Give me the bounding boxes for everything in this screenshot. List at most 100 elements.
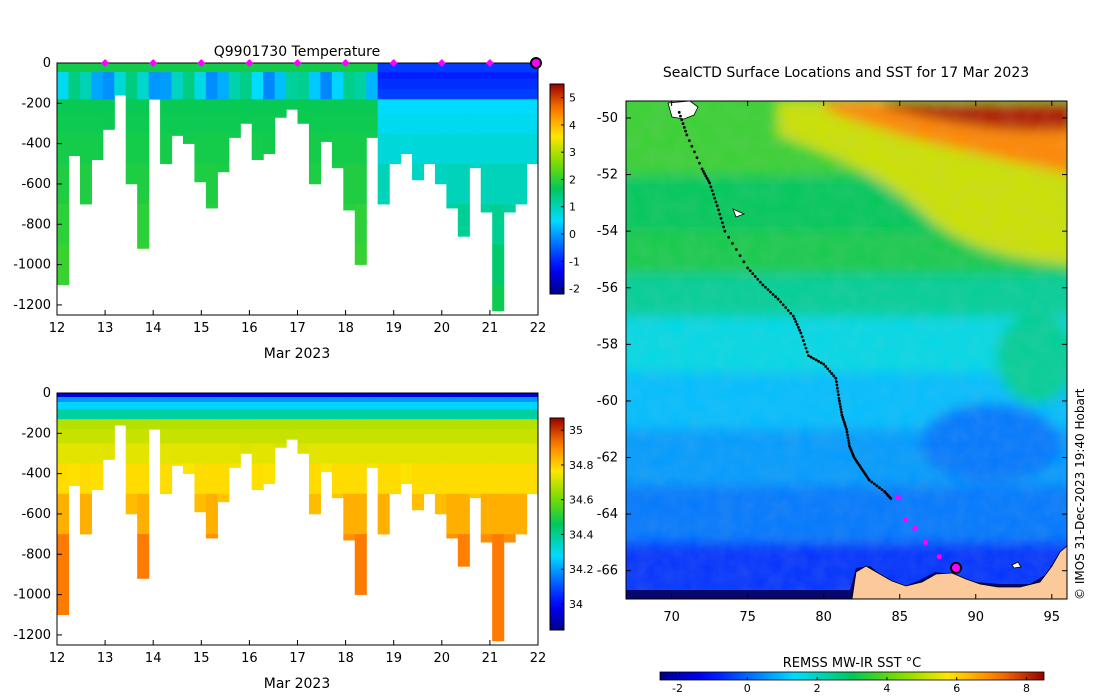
- track-point: [889, 497, 893, 500]
- salinity-cell: [228, 463, 241, 468]
- salinity-cell: [343, 443, 356, 464]
- salinity-cell: [412, 402, 425, 410]
- salinity-cell: [331, 419, 344, 430]
- salinity-cell: [331, 493, 344, 499]
- temperature-cell: [434, 99, 447, 114]
- temperature-cell: [389, 89, 402, 100]
- track-point: [695, 156, 699, 159]
- sst-colorbar-label: REMSS MW-IR SST °C: [783, 656, 922, 671]
- track-point: [841, 416, 845, 419]
- temperature-xtick-label: 18: [337, 321, 354, 336]
- track-point: [836, 393, 840, 397]
- salinity-cell: [263, 443, 276, 464]
- temperature-cell: [297, 99, 310, 114]
- track-point: [840, 413, 844, 417]
- salinity-cell: [57, 409, 70, 420]
- temperature-cell: [343, 67, 356, 73]
- temperature-cell: [446, 67, 459, 73]
- salinity-cell: [148, 397, 161, 403]
- temperature-cell: [57, 163, 70, 205]
- salinity-xtick-label: 20: [434, 651, 451, 666]
- salinity-cell: [240, 419, 253, 430]
- temperature-cell: [366, 99, 379, 114]
- temperature-cell: [343, 113, 356, 134]
- track-point: [758, 280, 762, 284]
- salinity-cell: [434, 397, 447, 403]
- temperature-cell: [320, 89, 333, 100]
- salinity-cell: [194, 443, 207, 464]
- temperature-cell: [503, 163, 516, 205]
- sst-colorbar-ticks: -2 0 2 4 6 8: [672, 677, 1030, 695]
- track-point: [703, 172, 706, 176]
- salinity-cell: [492, 614, 505, 642]
- temperature-cell: [308, 163, 322, 185]
- track-point: [710, 189, 714, 193]
- track-point: [875, 484, 879, 488]
- track-point: [680, 118, 684, 122]
- map-lon-label: 95: [1044, 610, 1061, 625]
- track-point: [742, 260, 746, 264]
- temperature-cell: [137, 72, 150, 80]
- salinity-cell: [331, 402, 344, 410]
- temperature-cell: [308, 63, 322, 68]
- temperature-cell: [251, 113, 264, 134]
- temperature-cell: [457, 163, 470, 205]
- salinity-cell: [503, 419, 516, 430]
- temperature-cell: [194, 133, 207, 165]
- salinity-cell: [515, 463, 528, 495]
- salinity-cell: [480, 397, 493, 403]
- temperature-cell: [377, 67, 390, 73]
- salinity-cell: [389, 429, 402, 444]
- temperature-cell: [251, 79, 264, 90]
- temperature-ytick-label: -800: [21, 217, 51, 232]
- salinity-cell: [251, 409, 264, 420]
- salinity-cell: [389, 397, 402, 403]
- temperature-cell: [91, 133, 104, 161]
- temperature-cell: [137, 133, 150, 165]
- salinity-cell: [377, 393, 390, 398]
- salinity-cell: [57, 429, 70, 444]
- temperature-cell: [343, 89, 356, 100]
- temperature-cell: [457, 99, 470, 114]
- salinity-cell: [331, 393, 344, 398]
- track-point: [842, 420, 846, 424]
- temperature-cell: [492, 99, 505, 114]
- temperature-profiles: [57, 63, 538, 312]
- temperature-cell: [182, 72, 196, 80]
- temperature-cell: [354, 99, 367, 114]
- temperature-cell: [79, 163, 92, 205]
- salinity-cell: [457, 393, 470, 398]
- temperature-cell: [228, 63, 241, 68]
- salinity-cell: [217, 393, 230, 398]
- track-point: [796, 325, 800, 329]
- salinity-cell: [446, 493, 459, 535]
- salinity-cell: [434, 419, 447, 430]
- salinity-cell: [423, 419, 436, 430]
- temperature-cell: [171, 113, 184, 134]
- track-point: [839, 408, 843, 411]
- salinity-cell: [297, 419, 310, 430]
- track-point: [830, 372, 834, 375]
- temperature-cell: [343, 163, 356, 205]
- salinity-cell: [148, 393, 161, 398]
- salinity-cell: [228, 443, 241, 464]
- temperature-cell: [320, 79, 333, 90]
- temperature-cell: [457, 67, 470, 73]
- salinity-cell: [503, 463, 516, 495]
- profile-marker: [389, 59, 398, 67]
- salinity-cell: [79, 397, 92, 403]
- salinity-cell: [102, 443, 115, 460]
- temperature-cell: [114, 63, 127, 68]
- salinity-cell: [480, 402, 493, 410]
- salinity-cell: [114, 419, 127, 426]
- salinity-cell: [228, 409, 241, 420]
- track-point: [706, 179, 710, 183]
- salinity-cell: [171, 397, 184, 403]
- temperature-cell: [114, 89, 127, 96]
- salinity-cell: [434, 429, 447, 444]
- map-longitude-ticks: 70 75 80 85 90 95: [663, 101, 1060, 625]
- sst-colorbar-tick-label: 6: [953, 682, 960, 695]
- temperature-cell: [492, 89, 505, 100]
- track-point: [698, 161, 701, 165]
- salinity-cell: [263, 402, 276, 410]
